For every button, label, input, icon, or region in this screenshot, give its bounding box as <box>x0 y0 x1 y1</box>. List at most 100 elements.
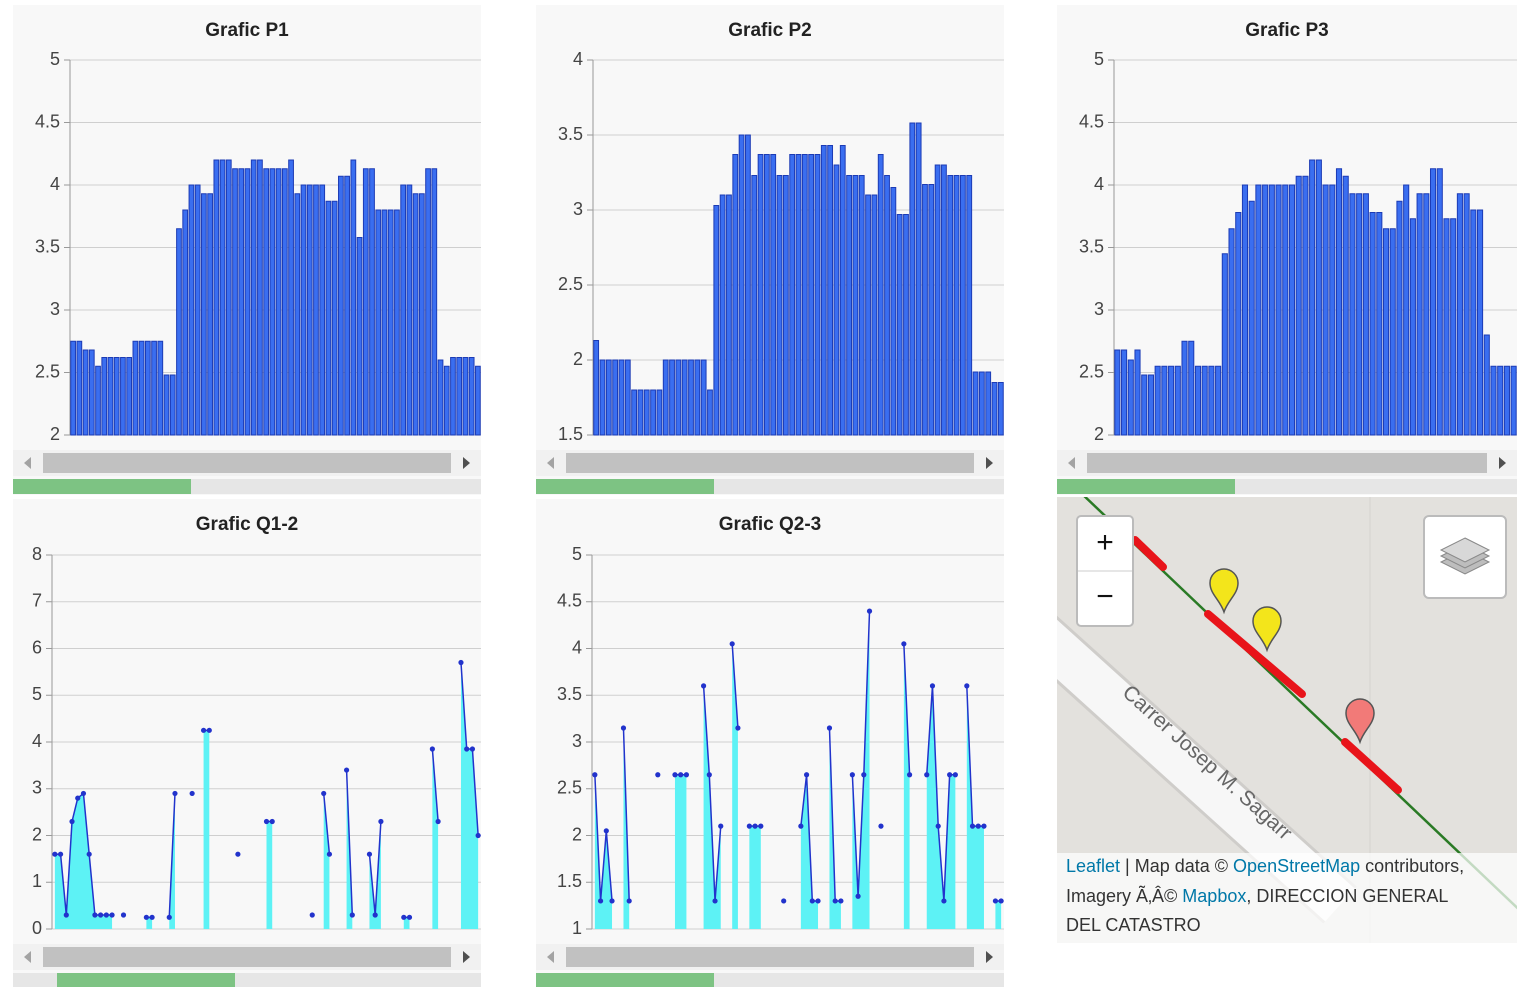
bar <box>113 357 120 436</box>
map[interactable]: Carrer Josep M. Sagarr + − Leaflet | Map… <box>1030 492 1517 943</box>
segment[interactable] <box>1341 738 1402 794</box>
y-tick-label: 2 <box>572 824 582 844</box>
y-tick-label: 2.5 <box>558 274 583 294</box>
bar <box>313 184 319 436</box>
y-tick-label: 1 <box>572 918 582 938</box>
range-selector[interactable] <box>536 973 714 987</box>
scrollbar-thumb[interactable] <box>566 947 974 967</box>
scrollbar-thumb[interactable] <box>43 947 451 967</box>
range-selector[interactable] <box>1057 479 1235 494</box>
point <box>458 659 464 666</box>
bar <box>1362 193 1369 436</box>
segment[interactable] <box>1204 610 1306 698</box>
bar <box>1295 175 1302 436</box>
y-tick-label: 3 <box>572 731 582 751</box>
bar <box>593 340 600 436</box>
link[interactable]: Leaflet <box>1066 856 1120 876</box>
bar <box>1409 218 1416 436</box>
y-tick-label: 4 <box>572 637 582 657</box>
scroll-right[interactable] <box>1499 457 1506 469</box>
link[interactable]: Mapbox <box>1182 886 1246 906</box>
scroll-right[interactable] <box>986 457 993 469</box>
y-tick-label: 2 <box>573 349 583 369</box>
bar <box>1369 212 1376 436</box>
range-selector[interactable] <box>57 973 235 987</box>
bar <box>1490 365 1497 436</box>
point <box>206 727 212 733</box>
bar <box>688 359 694 436</box>
zoom-in[interactable]: + <box>1096 526 1114 559</box>
bar <box>1335 168 1343 436</box>
bar <box>1483 334 1490 436</box>
bar <box>1228 228 1235 436</box>
scroll-left[interactable] <box>547 457 554 469</box>
bar <box>257 159 263 436</box>
scroll-left[interactable] <box>1068 457 1075 469</box>
point <box>263 818 270 825</box>
point <box>435 818 441 825</box>
bar <box>801 154 808 436</box>
bar <box>1221 253 1228 436</box>
point <box>935 823 941 829</box>
bar <box>947 175 954 436</box>
zoom-out[interactable]: − <box>1096 580 1114 613</box>
marker[interactable] <box>1345 698 1375 745</box>
bar <box>1376 212 1383 436</box>
range-selector[interactable] <box>13 479 191 494</box>
scrollbar-thumb[interactable] <box>43 453 451 473</box>
segment[interactable] <box>1131 536 1167 571</box>
bar <box>858 175 865 436</box>
scroll-right[interactable] <box>986 951 993 963</box>
point <box>712 898 718 904</box>
point <box>758 823 764 829</box>
text: , DIRECCION GENERAL <box>1246 886 1448 906</box>
bar <box>1114 349 1121 436</box>
marker[interactable] <box>1252 606 1282 653</box>
range-selector[interactable] <box>536 479 714 494</box>
scroll-left[interactable] <box>24 457 31 469</box>
link[interactable]: OpenStreetMap <box>1233 856 1360 876</box>
point <box>475 832 481 839</box>
point <box>378 818 384 825</box>
chart-title: Grafic P2 <box>728 20 811 41</box>
point <box>149 914 155 920</box>
bar <box>985 371 992 436</box>
bar <box>700 359 707 436</box>
attribution: Imagery Ã‚Â© Mapbox, DIRECCION GENERAL <box>1066 885 1448 906</box>
bar <box>250 159 257 436</box>
y-tick-label: 3 <box>573 199 583 219</box>
scroll-right[interactable] <box>463 457 470 469</box>
y-tick-label: 5 <box>1094 49 1104 69</box>
bar <box>997 382 1004 436</box>
area <box>54 662 479 929</box>
point <box>143 914 149 920</box>
point <box>172 790 178 797</box>
bar <box>437 359 444 436</box>
y-tick-label: 2.5 <box>557 778 582 798</box>
bar <box>1503 365 1510 436</box>
point <box>626 898 632 904</box>
layers-icon <box>1439 537 1491 575</box>
point <box>326 851 333 857</box>
scroll-left[interactable] <box>547 951 554 963</box>
point <box>735 725 741 731</box>
bar <box>789 154 796 436</box>
scrollbar-thumb[interactable] <box>566 453 974 473</box>
scrollbar-thumb[interactable] <box>1087 453 1487 473</box>
bar <box>1456 193 1463 436</box>
bar <box>972 371 979 436</box>
bar <box>1208 365 1215 436</box>
scroll-right[interactable] <box>463 951 470 963</box>
bar <box>1161 365 1168 436</box>
bar <box>269 168 276 436</box>
bar <box>126 357 133 436</box>
scroll-left[interactable] <box>24 951 31 963</box>
marker[interactable] <box>1209 568 1239 615</box>
bar <box>394 209 400 436</box>
point <box>620 725 627 731</box>
point <box>924 772 930 778</box>
bar <box>833 164 840 436</box>
point <box>597 898 604 904</box>
bar <box>1477 209 1484 436</box>
point <box>855 893 861 899</box>
